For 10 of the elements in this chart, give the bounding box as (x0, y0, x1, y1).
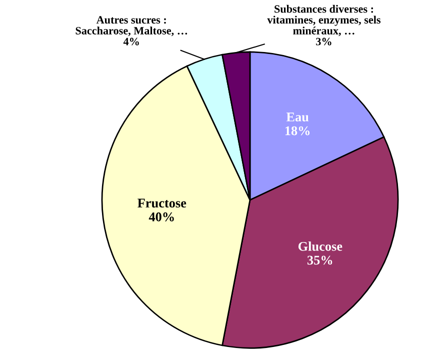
data-label: 40% (148, 212, 174, 222)
slice-label: Glucose (298, 242, 342, 251)
data-label: 18% (285, 126, 310, 136)
slice-label: Substances diverses : vitamines, enzymes, sels minéraux, … (267, 4, 381, 36)
slice-label: Autres sucres : Saccharose, Maltose, … (76, 16, 188, 36)
slice-label: Eau (286, 112, 309, 122)
data-label: 4% (123, 38, 139, 46)
data-label: 35% (307, 256, 332, 265)
slice-label: Fructose (138, 198, 186, 208)
data-label: 3% (316, 38, 332, 46)
